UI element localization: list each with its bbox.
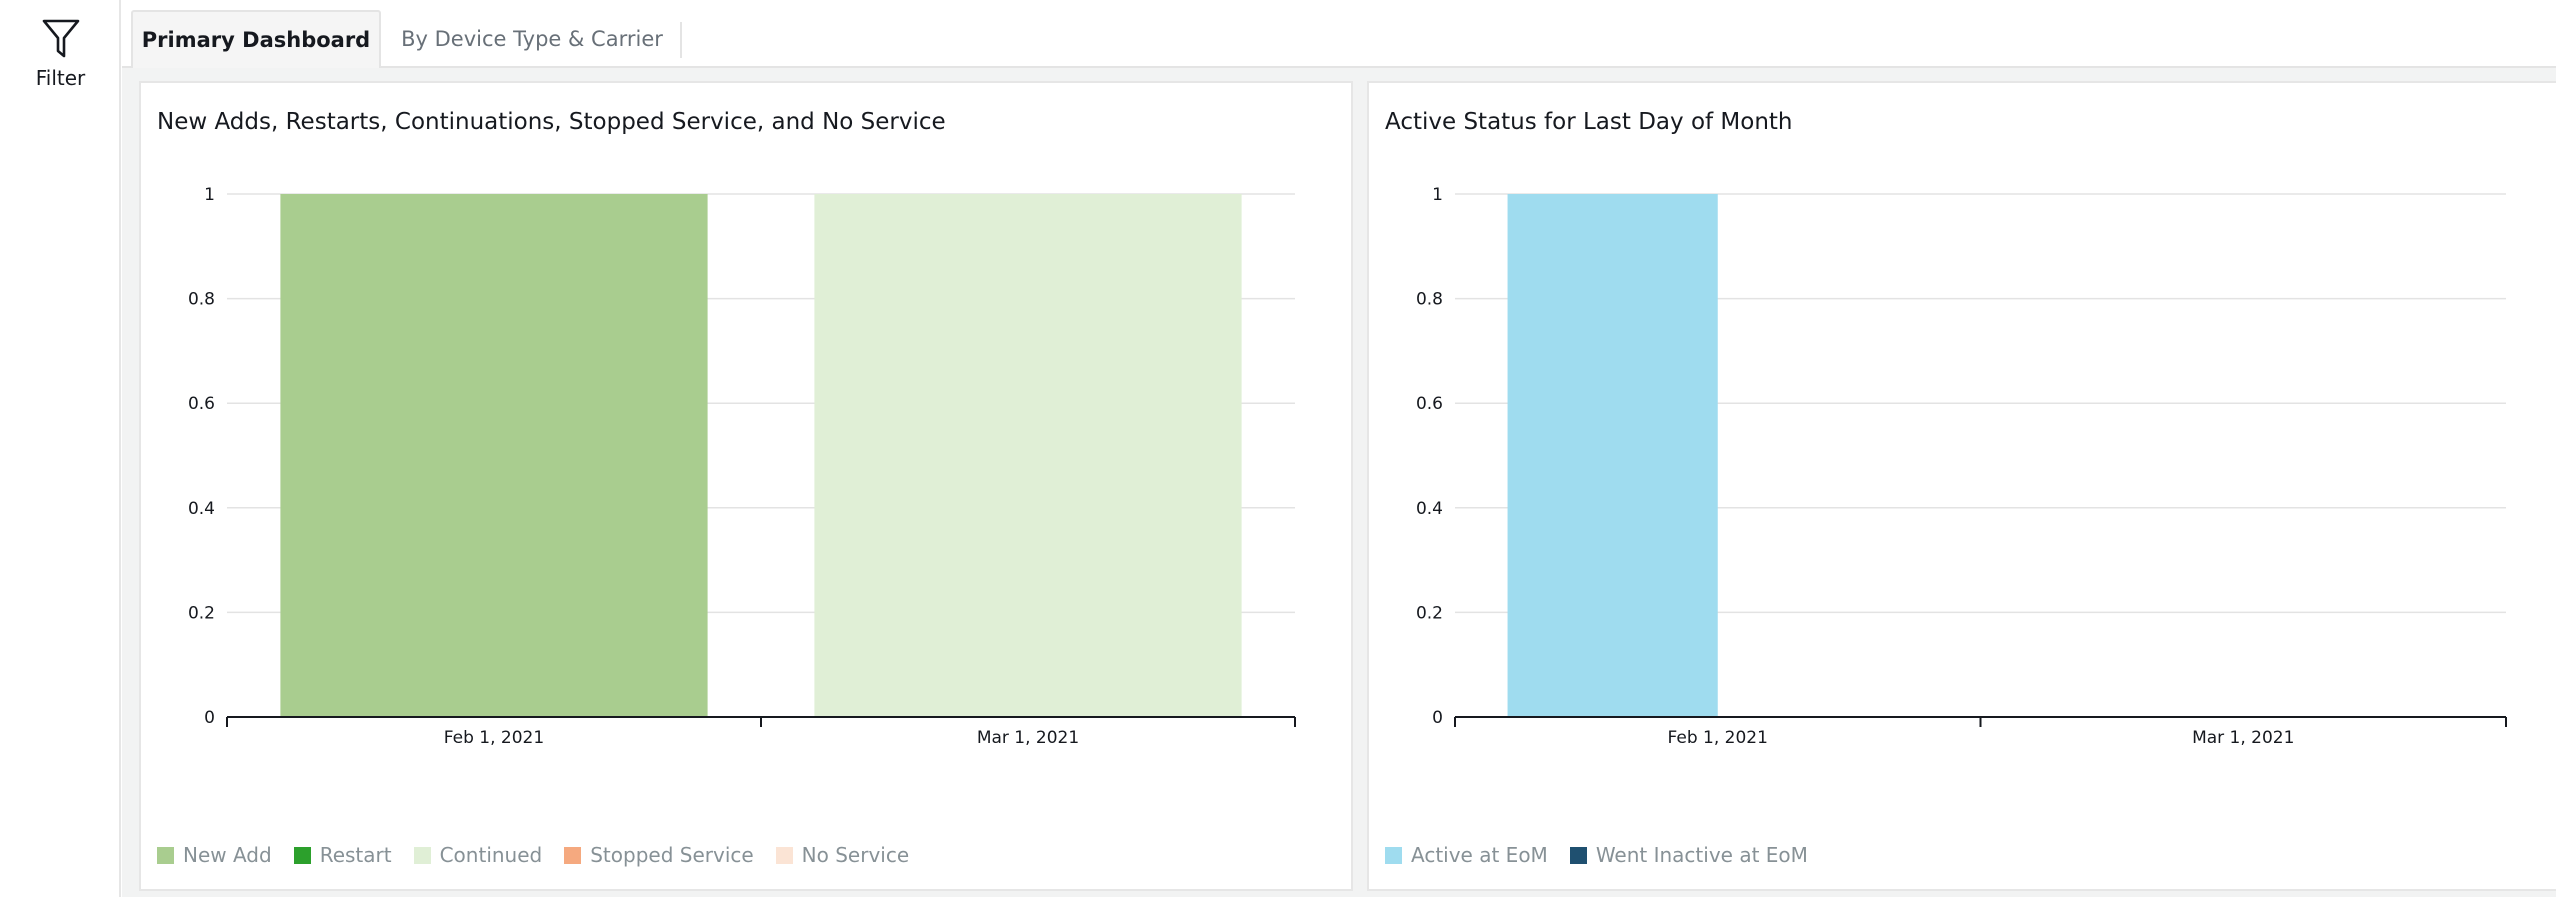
y-tick-label: 0.2 bbox=[188, 603, 215, 623]
legend-swatch bbox=[1569, 846, 1587, 864]
legend-swatch bbox=[293, 846, 311, 864]
y-tick-label: 0.4 bbox=[1416, 499, 1443, 519]
legend-swatch bbox=[1385, 846, 1402, 864]
legend-item-new-add[interactable]: New Add bbox=[157, 843, 272, 867]
filter-label: Filter bbox=[35, 66, 86, 90]
x-tick-label: Mar 1, 2021 bbox=[2192, 728, 2294, 748]
bar-chart-subscriber-activity: 0 0.2 0.4 0.6 0.8 1 Feb 1, 2021 Mar 1, 2021 bbox=[188, 185, 1296, 748]
chart-title: New Adds, Restarts, Continuations, Stopp… bbox=[157, 109, 946, 135]
y-tick-label: 1 bbox=[1432, 185, 1443, 205]
y-tick-label: 0.6 bbox=[1416, 394, 1443, 414]
legend-item-went-inactive-at-eom[interactable]: Went Inactive at EoM bbox=[1569, 843, 1808, 867]
bar-chart-active-status: 0 0.2 0.4 0.6 0.8 1 Feb 1, 2021 Mar 1, 2021 bbox=[1416, 185, 2507, 748]
y-tick-label: 0.8 bbox=[188, 290, 215, 310]
y-tick-label: 0.4 bbox=[188, 499, 215, 519]
tab-by-device-type-carrier[interactable]: By Device Type & Carrier bbox=[401, 27, 663, 51]
y-tick-label: 0 bbox=[204, 708, 215, 728]
main-area: Primary Dashboard By Device Type & Carri… bbox=[122, 0, 2556, 897]
legend-label: New Add bbox=[183, 843, 272, 867]
y-tick-label: 0.8 bbox=[1416, 290, 1443, 310]
y-tick-label: 0.6 bbox=[188, 394, 215, 414]
legend-swatch bbox=[413, 846, 431, 864]
legend-swatch bbox=[564, 846, 582, 864]
filter-button[interactable]: Filter bbox=[0, 18, 121, 108]
legend-swatch bbox=[775, 846, 793, 864]
legend-label: Went Inactive at EoM bbox=[1595, 843, 1808, 867]
chart-legend: Active at EoM Went Inactive at EoM bbox=[1385, 843, 1830, 867]
chart-title: Active Status for Last Day of Month bbox=[1385, 109, 1793, 135]
tab-divider bbox=[680, 22, 682, 58]
legend-swatch bbox=[157, 846, 174, 864]
legend-item-active-at-eom[interactable]: Active at EoM bbox=[1385, 843, 1548, 867]
y-tick-label: 0 bbox=[1432, 708, 1443, 728]
funnel-icon bbox=[42, 19, 79, 58]
chart-panel-subscriber-activity[interactable]: New Adds, Restarts, Continuations, Stopp… bbox=[139, 81, 1353, 891]
tab-primary-dashboard[interactable]: Primary Dashboard bbox=[131, 10, 381, 68]
chart-panel-active-status[interactable]: Active Status for Last Day of Month 0 0.2… bbox=[1367, 81, 2556, 891]
bar-continued bbox=[814, 194, 1242, 717]
legend-label: Restart bbox=[319, 843, 392, 867]
bar-active-at-eom bbox=[1507, 194, 1718, 717]
legend-label: No Service bbox=[801, 843, 910, 867]
legend-item-stopped-service[interactable]: Stopped Service bbox=[564, 843, 754, 867]
chart-legend: New Add Restart Continued Stopped Servic… bbox=[157, 843, 931, 867]
legend-label: Active at EoM bbox=[1411, 843, 1548, 867]
x-tick-label: Feb 1, 2021 bbox=[444, 728, 544, 748]
bar-new-add bbox=[280, 194, 708, 717]
legend-item-restart[interactable]: Restart bbox=[293, 843, 392, 867]
legend-label: Stopped Service bbox=[590, 843, 754, 867]
sidebar: Filter bbox=[0, 0, 121, 897]
sheet-tab-bar: Primary Dashboard By Device Type & Carri… bbox=[122, 0, 2556, 68]
x-tick-label: Mar 1, 2021 bbox=[977, 728, 1079, 748]
legend-label: Continued bbox=[439, 843, 543, 867]
legend-item-continued[interactable]: Continued bbox=[413, 843, 543, 867]
x-tick-label: Feb 1, 2021 bbox=[1668, 728, 1768, 748]
legend-item-no-service[interactable]: No Service bbox=[775, 843, 910, 867]
y-tick-label: 0.2 bbox=[1416, 603, 1443, 623]
y-tick-label: 1 bbox=[204, 185, 215, 205]
